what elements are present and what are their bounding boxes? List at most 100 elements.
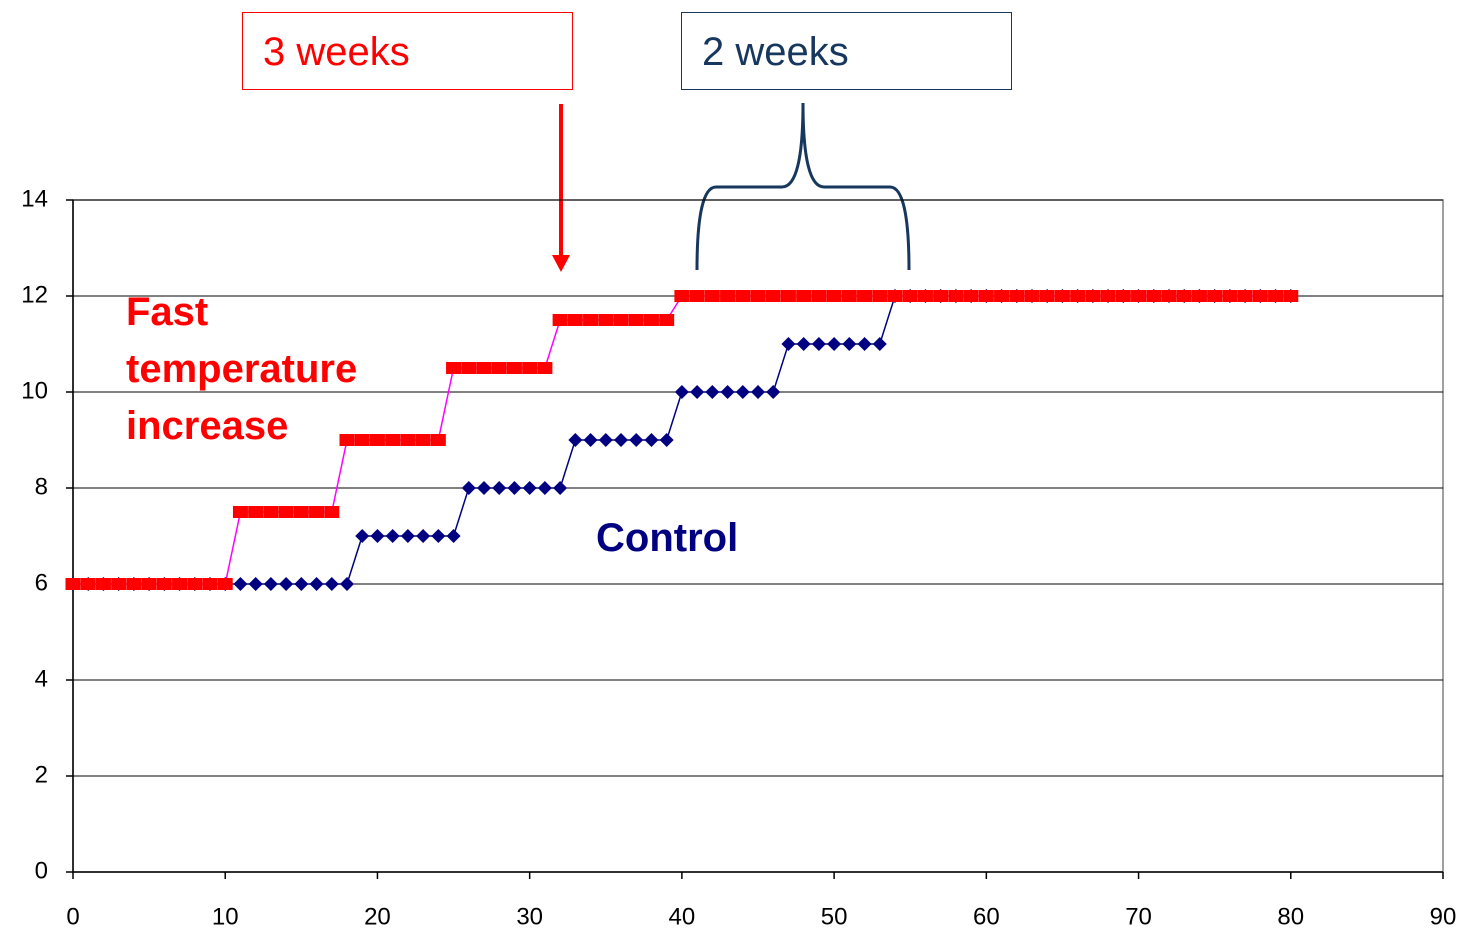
marker — [263, 577, 278, 591]
x-tick-label: 80 — [1277, 903, 1304, 930]
marker — [385, 529, 400, 543]
arrow-head — [552, 255, 570, 272]
x-tick-label: 0 — [66, 903, 79, 930]
marker — [477, 481, 491, 495]
marker — [780, 290, 796, 302]
marker — [217, 578, 233, 590]
y-tick-label: 8 — [35, 473, 48, 500]
marker — [156, 578, 172, 590]
marker — [491, 362, 507, 374]
x-tick-label: 70 — [1125, 903, 1152, 930]
annotation-box: 2 weeks — [681, 12, 1012, 90]
marker — [720, 290, 736, 302]
marker — [416, 529, 431, 543]
marker — [613, 314, 629, 326]
marker — [735, 385, 750, 399]
marker — [750, 290, 766, 302]
marker — [263, 506, 279, 518]
marker — [324, 577, 339, 591]
marker — [111, 578, 127, 590]
marker — [720, 385, 735, 399]
marker — [355, 529, 370, 543]
marker — [369, 434, 385, 446]
marker — [948, 290, 964, 302]
marker — [415, 434, 431, 446]
marker — [659, 314, 675, 326]
marker — [1191, 290, 1207, 302]
marker — [446, 529, 461, 543]
marker — [1009, 290, 1025, 302]
marker — [339, 434, 355, 446]
marker — [1024, 290, 1040, 302]
marker — [643, 314, 659, 326]
marker — [781, 337, 796, 351]
marker — [1237, 290, 1253, 302]
marker — [1085, 290, 1101, 302]
marker — [537, 362, 553, 374]
marker — [385, 434, 401, 446]
marker — [735, 290, 751, 302]
marker — [1222, 290, 1238, 302]
brace — [695, 102, 911, 271]
marker — [1176, 290, 1192, 302]
marker — [872, 290, 888, 302]
marker — [492, 481, 507, 495]
marker — [902, 290, 918, 302]
marker — [994, 290, 1010, 302]
y-tick-label: 14 — [21, 185, 48, 212]
marker — [476, 362, 492, 374]
marker — [400, 434, 416, 446]
marker — [309, 506, 325, 518]
marker — [126, 578, 142, 590]
marker — [354, 434, 370, 446]
marker — [506, 362, 522, 374]
marker — [598, 433, 613, 447]
marker — [232, 506, 248, 518]
marker — [704, 290, 720, 302]
marker — [1070, 290, 1086, 302]
marker — [278, 506, 294, 518]
marker — [279, 577, 294, 591]
marker — [340, 577, 354, 591]
marker — [598, 314, 614, 326]
x-tick-label: 20 — [364, 903, 391, 930]
x-tick-label: 60 — [973, 903, 1000, 930]
y-tick-label: 0 — [35, 857, 48, 884]
marker — [522, 362, 538, 374]
marker — [583, 314, 599, 326]
marker — [65, 578, 81, 590]
marker — [1146, 290, 1162, 302]
marker — [446, 362, 462, 374]
marker — [80, 578, 96, 590]
marker — [659, 433, 674, 447]
marker — [461, 362, 477, 374]
y-tick-label: 12 — [21, 281, 48, 308]
marker — [857, 290, 873, 302]
marker — [796, 290, 812, 302]
marker — [1207, 290, 1223, 302]
marker — [705, 385, 720, 399]
marker — [141, 578, 157, 590]
marker — [507, 481, 522, 495]
plot-frame — [72, 199, 1444, 873]
marker — [917, 290, 933, 302]
marker — [1161, 290, 1177, 302]
x-tick-label: 90 — [1430, 903, 1457, 930]
marker — [933, 290, 949, 302]
x-tick-label: 50 — [821, 903, 848, 930]
marker — [614, 433, 628, 447]
y-tick-label: 4 — [35, 665, 48, 692]
marker — [568, 433, 583, 447]
marker — [461, 481, 476, 495]
marker — [978, 290, 994, 302]
marker — [811, 337, 826, 351]
x-tick-label: 10 — [212, 903, 239, 930]
marker — [842, 337, 857, 351]
marker — [187, 578, 203, 590]
marker — [537, 481, 552, 495]
marker — [553, 481, 568, 495]
x-tick-label: 30 — [516, 903, 543, 930]
y-tick-label: 2 — [35, 761, 48, 788]
marker — [826, 290, 842, 302]
